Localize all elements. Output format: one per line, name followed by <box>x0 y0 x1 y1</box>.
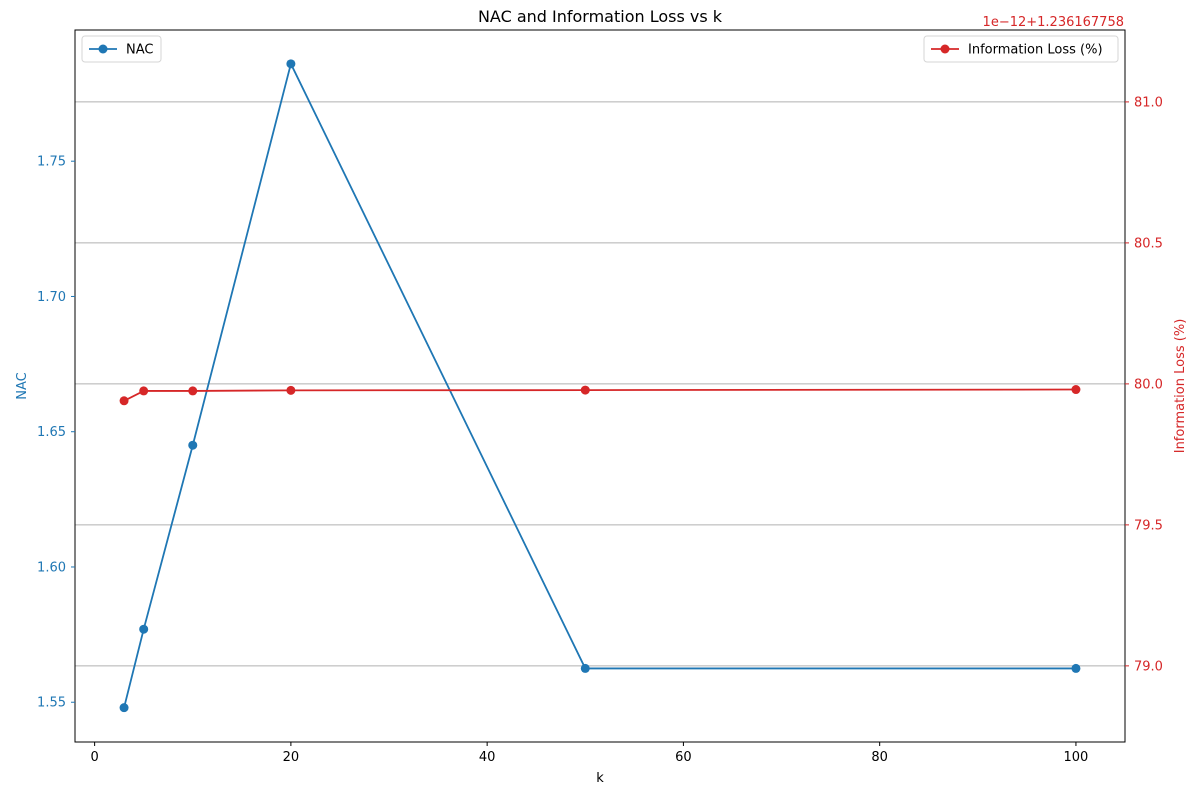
right-tick-label-1: 79.5 <box>1134 518 1163 533</box>
plot-frame <box>74 29 1126 743</box>
x-tick-label-0: 0 <box>90 750 98 765</box>
legend-information-loss: Information Loss (%) <box>923 35 1119 63</box>
grid-lines <box>75 101 1125 667</box>
right-tick-label-2: 80.0 <box>1134 377 1163 392</box>
right-tick-label-0: 79.0 <box>1134 659 1163 674</box>
legend-box <box>923 35 1119 63</box>
x-axis-label: k <box>596 771 604 786</box>
legend-box <box>81 35 162 63</box>
legend-nac: NAC <box>81 35 162 63</box>
left-y-axis: 1.55 1.60 1.65 1.70 1.75 <box>37 155 75 711</box>
nac-legend-marker <box>98 44 108 54</box>
nac-legend-label: NAC <box>126 43 153 58</box>
nac-point-2 <box>188 440 198 450</box>
left-tick-label-1: 1.60 <box>37 560 66 575</box>
x-axis: 0 20 40 60 80 100 <box>90 742 1088 765</box>
right-axis-offset-text: 1e−12+1.236167758 <box>983 15 1124 30</box>
series-layer <box>119 59 1081 713</box>
x-tick-label-3: 60 <box>675 750 692 765</box>
x-tick-label-4: 80 <box>871 750 888 765</box>
left-tick-label-4: 1.75 <box>37 155 66 170</box>
nac-point-4 <box>580 663 590 673</box>
information-loss-legend-label: Information Loss (%) <box>968 43 1103 58</box>
x-tick-label-1: 20 <box>283 750 300 765</box>
chart-title: NAC and Information Loss vs k <box>478 7 723 26</box>
x-tick-label-5: 100 <box>1064 750 1089 765</box>
nac-point-5 <box>1071 663 1081 673</box>
right-tick-label-4: 81.0 <box>1134 95 1163 110</box>
information-loss-point-4 <box>580 385 590 395</box>
right-tick-label-3: 80.5 <box>1134 236 1163 251</box>
information-loss-point-0 <box>119 396 129 406</box>
right-y-axis: 79.0 79.5 80.0 80.5 81.0 <box>1125 95 1163 674</box>
information-loss-point-1 <box>139 386 149 396</box>
left-tick-label-0: 1.55 <box>37 696 66 711</box>
x-tick-label-2: 40 <box>479 750 496 765</box>
left-tick-label-2: 1.65 <box>37 425 66 440</box>
information-loss-point-5 <box>1071 385 1081 395</box>
information-loss-legend-marker <box>940 44 950 54</box>
information-loss-series-line <box>123 388 1076 402</box>
left-tick-label-3: 1.70 <box>37 290 66 305</box>
left-y-axis-label: NAC <box>15 372 30 399</box>
nac-point-1 <box>139 624 149 634</box>
right-y-axis-label: Information Loss (%) <box>1173 319 1188 454</box>
nac-series-line <box>123 62 1076 708</box>
information-loss-point-2 <box>188 386 198 396</box>
nac-point-3 <box>286 59 296 69</box>
information-loss-point-3 <box>286 385 296 395</box>
nac-point-0 <box>119 703 129 713</box>
